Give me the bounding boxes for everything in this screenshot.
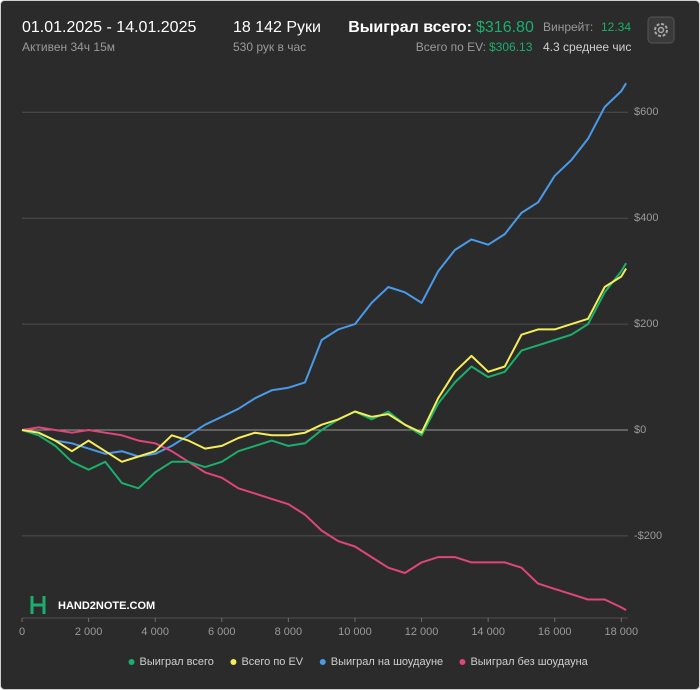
x-tick-label: 12 000 [405, 626, 439, 638]
series-line [21, 262, 627, 490]
x-tick-label: 16 000 [538, 626, 572, 638]
settings-button[interactable] [647, 16, 675, 44]
legend-marker [459, 659, 466, 665]
hands-rate: 530 рук в час [233, 40, 306, 54]
x-tick-label: 18 000 [605, 626, 639, 638]
avg: 4.3 среднее чис [543, 40, 631, 54]
x-tick-label: 14 000 [471, 626, 505, 638]
x-tick-label: 8 000 [275, 626, 303, 638]
legend-label: Выиграл на шоудауне [331, 656, 443, 668]
won-label: Выиграл всего: [348, 19, 472, 36]
legend-marker [128, 659, 135, 665]
period: 01.01.2025 - 14.01.2025 [22, 19, 196, 36]
won-value: $316.80 [476, 19, 534, 36]
x-tick-label: 10 000 [338, 626, 372, 638]
legend-marker [319, 659, 326, 665]
y-tick-label: $400 [634, 212, 658, 224]
logo-text: HAND2NOTE.COM [58, 600, 155, 612]
y-tick-label: -$200 [634, 530, 662, 542]
y-tick-label: $200 [634, 318, 658, 330]
legend-label: Выиграл всего [140, 656, 214, 668]
series-line [21, 82, 627, 458]
legend-marker [230, 659, 237, 665]
winrate-label: Винрейт: [543, 20, 593, 34]
winrate-value: 12.34 [601, 20, 631, 34]
y-tick-label: $0 [634, 424, 646, 436]
logo: HAND2NOTE.COM [30, 596, 155, 614]
hands: 18 142 Руки [233, 19, 321, 36]
legend-label: Всего по EV [241, 656, 303, 668]
x-tick-label: 2 000 [75, 626, 103, 638]
series-line [21, 426, 627, 611]
y-tick-label: $600 [634, 106, 658, 118]
active-time: Активен 34ч 15м [22, 40, 115, 54]
x-tick-label: 0 [19, 626, 25, 638]
legend-label: Выиграл без шоудауна [470, 656, 588, 668]
series-line [21, 267, 627, 463]
x-tick-label: 4 000 [141, 626, 169, 638]
ev-label: Всего по EV: [416, 40, 486, 54]
ev-value: $306.13 [489, 40, 533, 54]
x-tick-label: 6 000 [208, 626, 236, 638]
winrate-block: Винрейт: 12.34 4.3 среднее чис [543, 20, 631, 54]
